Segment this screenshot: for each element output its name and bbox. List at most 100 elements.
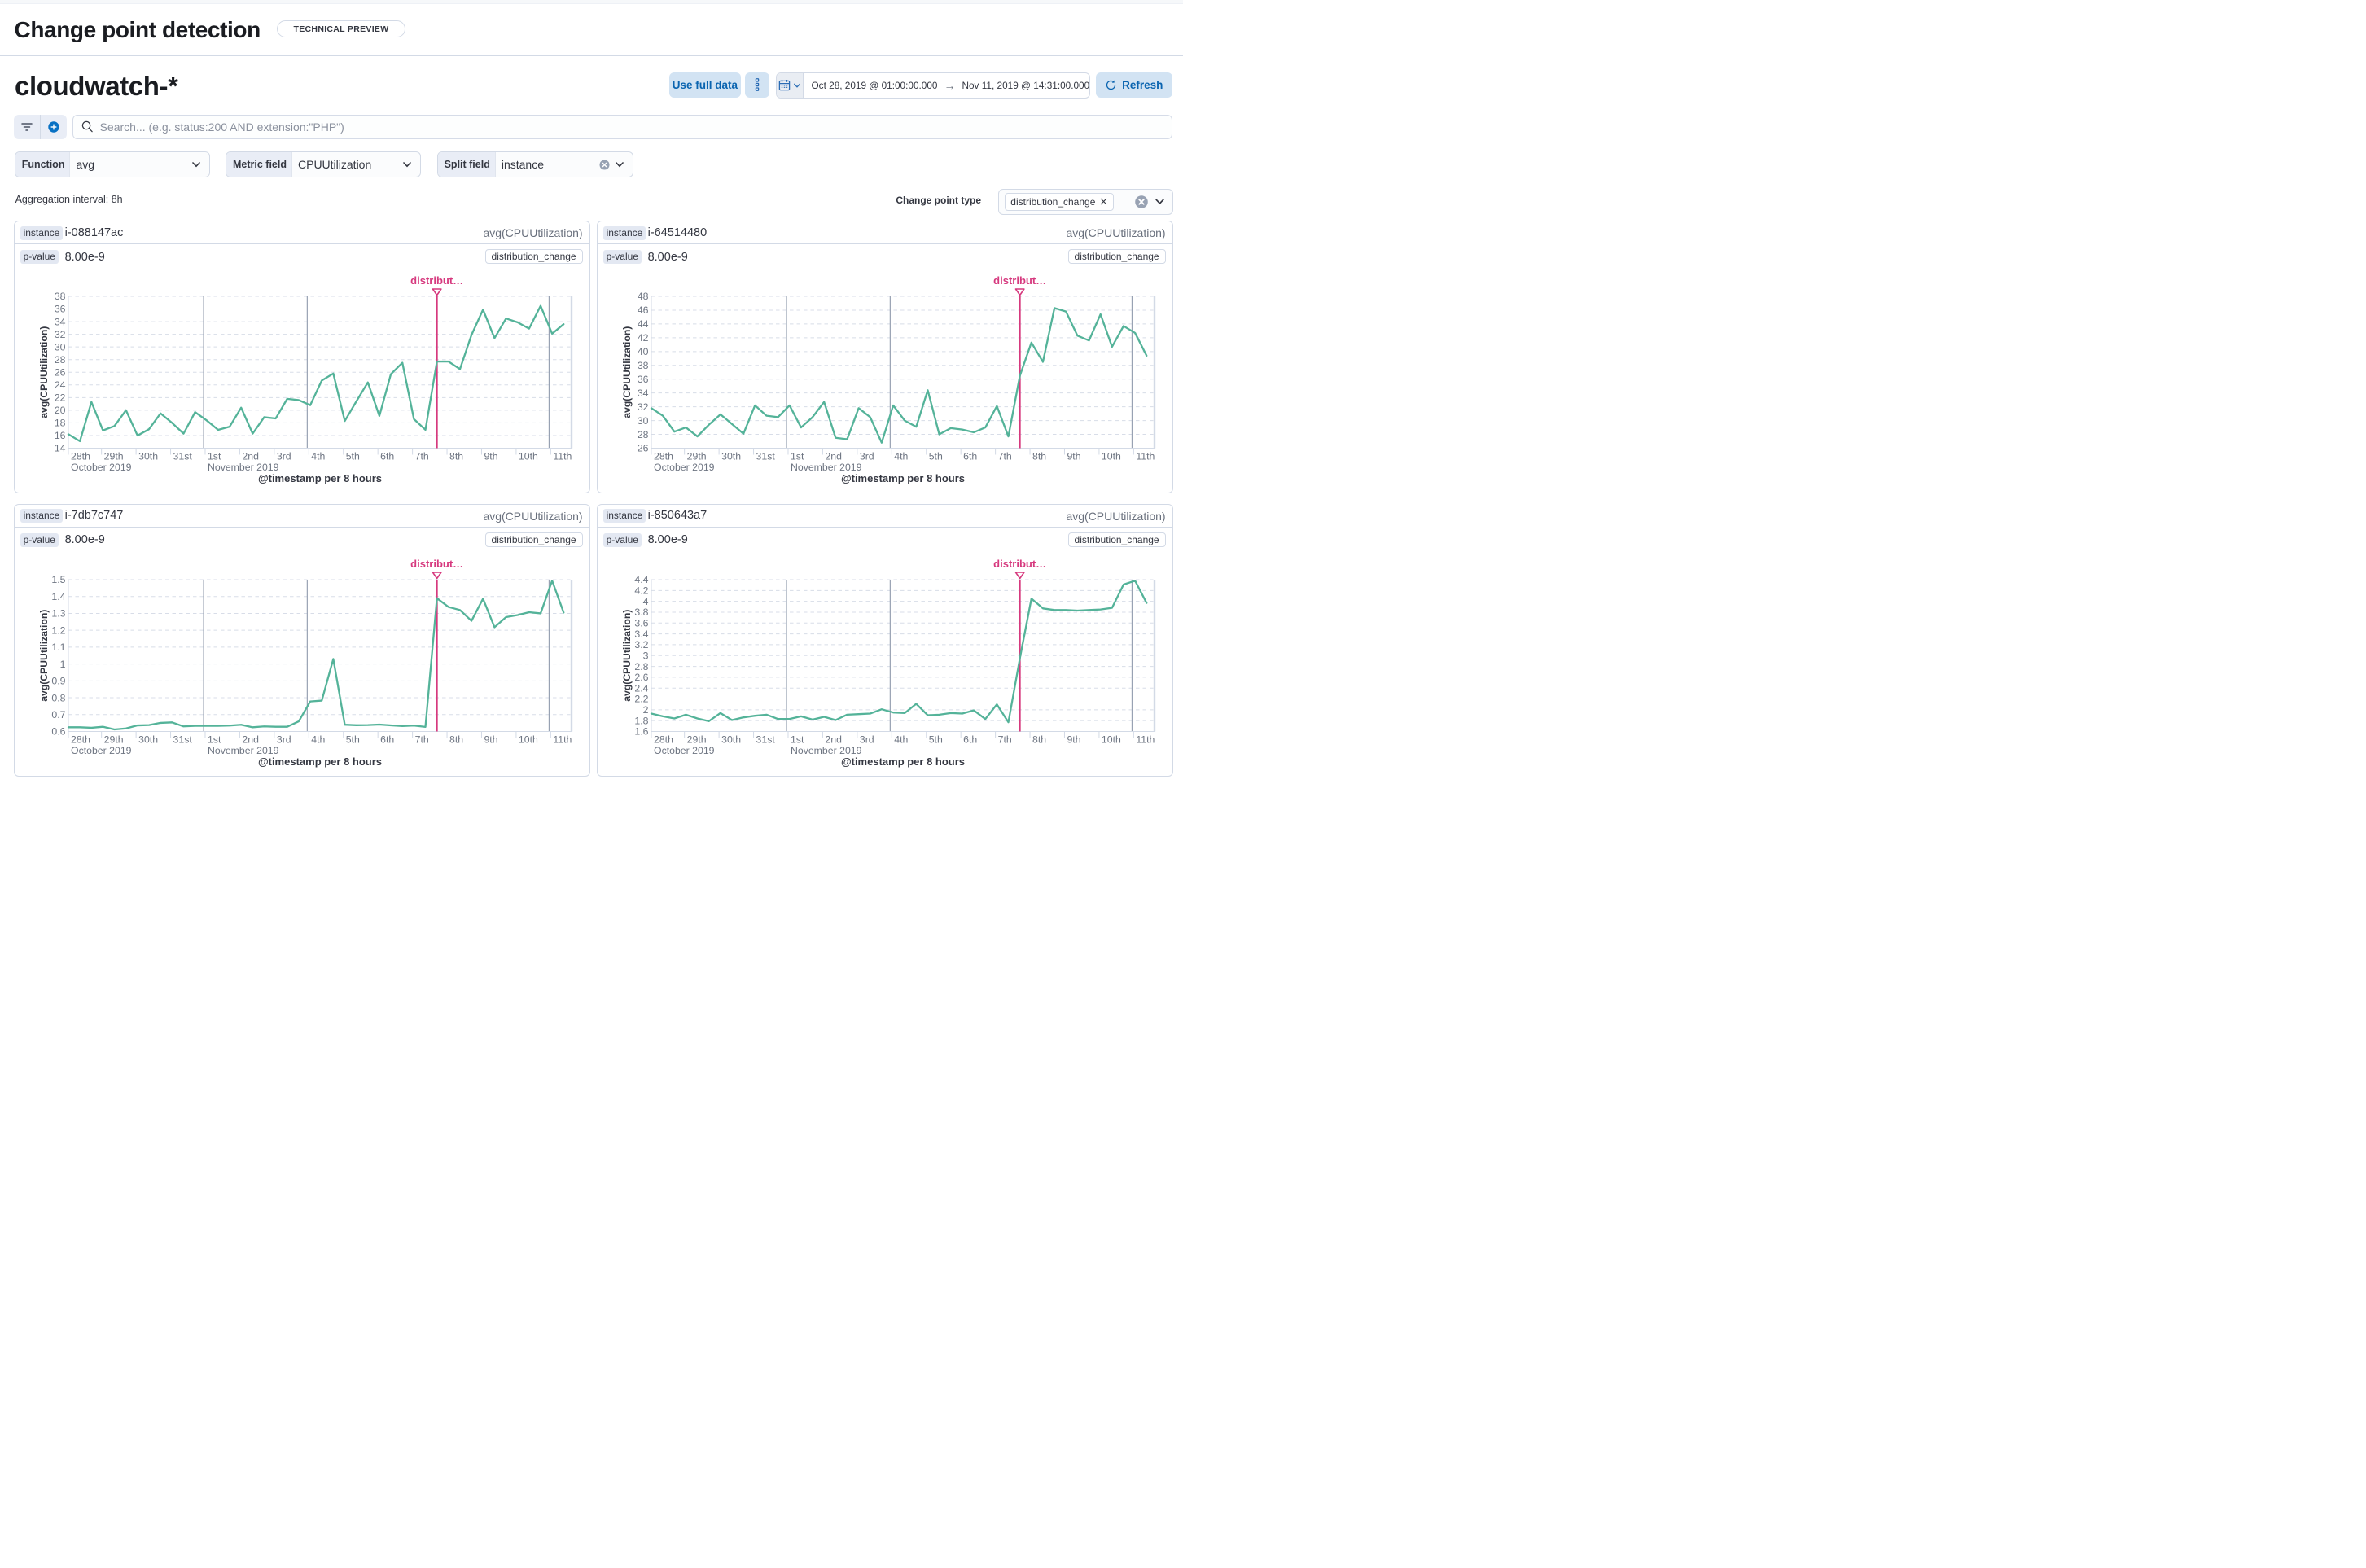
svg-text:31st: 31st bbox=[756, 734, 775, 745]
svg-text:2nd: 2nd bbox=[242, 734, 259, 745]
svg-text:November 2019: November 2019 bbox=[791, 462, 862, 473]
svg-text:10th: 10th bbox=[519, 451, 538, 462]
svg-text:28th: 28th bbox=[71, 451, 90, 462]
svg-text:0.6: 0.6 bbox=[51, 725, 65, 737]
svg-text:8th: 8th bbox=[449, 451, 463, 462]
svg-text:28: 28 bbox=[54, 354, 65, 366]
svg-text:29th: 29th bbox=[103, 734, 123, 745]
svg-text:1.1: 1.1 bbox=[51, 642, 65, 653]
svg-text:8th: 8th bbox=[1032, 451, 1046, 462]
svg-text:9th: 9th bbox=[484, 734, 497, 745]
svg-text:40: 40 bbox=[637, 346, 648, 357]
svg-text:32: 32 bbox=[54, 329, 65, 340]
svg-text:3rd: 3rd bbox=[276, 451, 291, 462]
svg-text:5th: 5th bbox=[928, 734, 942, 745]
svg-text:2: 2 bbox=[642, 704, 648, 716]
svg-text:avg(CPUUtilization): avg(CPUUtilization) bbox=[38, 609, 50, 701]
svg-text:8th: 8th bbox=[1032, 734, 1046, 745]
svg-text:October 2019: October 2019 bbox=[71, 744, 132, 756]
svg-text:4th: 4th bbox=[311, 451, 325, 462]
svg-text:2nd: 2nd bbox=[825, 451, 842, 462]
svg-text:1st: 1st bbox=[791, 734, 804, 745]
svg-text:30th: 30th bbox=[721, 451, 741, 462]
svg-text:18: 18 bbox=[54, 418, 65, 429]
svg-text:24: 24 bbox=[54, 379, 65, 391]
svg-text:4th: 4th bbox=[894, 451, 908, 462]
svg-text:distribut…: distribut… bbox=[410, 558, 463, 570]
svg-text:3.2: 3.2 bbox=[634, 639, 648, 650]
svg-text:2.2: 2.2 bbox=[634, 693, 648, 704]
svg-text:October 2019: October 2019 bbox=[654, 744, 715, 756]
svg-text:6th: 6th bbox=[380, 451, 394, 462]
svg-text:avg(CPUUtilization): avg(CPUUtilization) bbox=[38, 326, 50, 418]
svg-text:3rd: 3rd bbox=[276, 734, 291, 745]
svg-text:31st: 31st bbox=[173, 734, 192, 745]
svg-text:1.6: 1.6 bbox=[634, 725, 648, 737]
svg-text:5th: 5th bbox=[928, 451, 942, 462]
svg-text:31st: 31st bbox=[173, 451, 192, 462]
svg-text:3.6: 3.6 bbox=[634, 617, 648, 629]
svg-text:10th: 10th bbox=[1102, 451, 1121, 462]
svg-text:29th: 29th bbox=[103, 451, 123, 462]
svg-text:30th: 30th bbox=[138, 451, 158, 462]
svg-text:26: 26 bbox=[637, 443, 648, 454]
svg-text:distribut…: distribut… bbox=[993, 558, 1046, 570]
svg-text:8th: 8th bbox=[449, 734, 463, 745]
svg-text:11th: 11th bbox=[553, 734, 572, 745]
svg-text:22: 22 bbox=[54, 392, 65, 404]
svg-text:1.8: 1.8 bbox=[634, 715, 648, 726]
svg-text:48: 48 bbox=[637, 291, 648, 302]
svg-text:@timestamp per 8 hours: @timestamp per 8 hours bbox=[841, 472, 965, 484]
svg-text:36: 36 bbox=[637, 374, 648, 385]
svg-text:4th: 4th bbox=[894, 734, 908, 745]
svg-text:2.4: 2.4 bbox=[634, 682, 648, 694]
svg-text:29th: 29th bbox=[686, 451, 706, 462]
svg-text:1st: 1st bbox=[208, 451, 221, 462]
svg-text:34: 34 bbox=[54, 317, 65, 328]
svg-text:11th: 11th bbox=[1136, 734, 1155, 745]
svg-text:1st: 1st bbox=[791, 451, 804, 462]
svg-text:1: 1 bbox=[59, 658, 65, 669]
svg-text:9th: 9th bbox=[1067, 451, 1080, 462]
svg-text:2nd: 2nd bbox=[825, 734, 842, 745]
svg-text:30: 30 bbox=[54, 342, 65, 353]
svg-text:30th: 30th bbox=[721, 734, 741, 745]
svg-text:9th: 9th bbox=[1067, 734, 1080, 745]
svg-text:3.8: 3.8 bbox=[634, 607, 648, 618]
svg-text:November 2019: November 2019 bbox=[791, 744, 862, 756]
svg-text:avg(CPUUtilization): avg(CPUUtilization) bbox=[621, 609, 633, 701]
svg-text:4th: 4th bbox=[311, 734, 325, 745]
svg-text:3.4: 3.4 bbox=[634, 628, 648, 639]
svg-text:2.6: 2.6 bbox=[634, 672, 648, 683]
svg-text:9th: 9th bbox=[484, 451, 497, 462]
svg-text:20: 20 bbox=[54, 405, 65, 416]
svg-text:4.4: 4.4 bbox=[634, 574, 648, 585]
svg-text:7th: 7th bbox=[997, 734, 1011, 745]
svg-text:28: 28 bbox=[637, 429, 648, 440]
svg-text:1st: 1st bbox=[208, 734, 221, 745]
svg-text:42: 42 bbox=[637, 332, 648, 344]
svg-text:38: 38 bbox=[54, 291, 65, 302]
svg-text:6th: 6th bbox=[963, 734, 977, 745]
svg-text:11th: 11th bbox=[553, 451, 572, 462]
svg-text:16: 16 bbox=[54, 430, 65, 441]
svg-text:@timestamp per 8 hours: @timestamp per 8 hours bbox=[841, 756, 965, 768]
svg-text:0.9: 0.9 bbox=[51, 675, 65, 686]
svg-text:31st: 31st bbox=[756, 451, 775, 462]
svg-text:@timestamp per 8 hours: @timestamp per 8 hours bbox=[258, 756, 382, 768]
svg-text:28th: 28th bbox=[71, 734, 90, 745]
svg-text:46: 46 bbox=[637, 304, 648, 316]
svg-text:10th: 10th bbox=[519, 734, 538, 745]
svg-text:@timestamp per 8 hours: @timestamp per 8 hours bbox=[258, 472, 382, 484]
svg-text:2.8: 2.8 bbox=[634, 660, 648, 672]
svg-text:0.8: 0.8 bbox=[51, 692, 65, 703]
svg-text:32: 32 bbox=[637, 401, 648, 413]
svg-text:distribut…: distribut… bbox=[993, 274, 1046, 287]
svg-text:0.7: 0.7 bbox=[51, 708, 65, 720]
svg-text:14: 14 bbox=[54, 443, 65, 454]
svg-text:October 2019: October 2019 bbox=[71, 462, 132, 473]
svg-text:7th: 7th bbox=[997, 451, 1011, 462]
svg-text:26: 26 bbox=[54, 367, 65, 379]
svg-text:1.5: 1.5 bbox=[51, 574, 65, 585]
svg-text:5th: 5th bbox=[345, 451, 359, 462]
